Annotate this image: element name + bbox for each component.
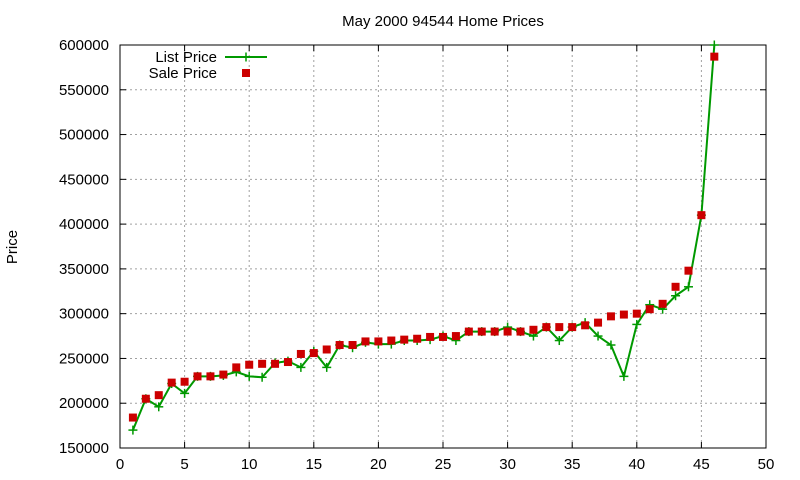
- x-tick-label: 0: [116, 456, 124, 473]
- sale-price-point: [529, 325, 538, 334]
- y-tick-label: 300000: [59, 306, 109, 323]
- sale-price-point: [387, 336, 396, 345]
- list-price-point: [683, 282, 693, 292]
- x-tick-label: 35: [564, 456, 581, 473]
- list-price-point: [257, 372, 267, 382]
- list-price-point: [554, 336, 564, 346]
- y-tick-label: 500000: [59, 127, 109, 144]
- list-price-point: [180, 388, 190, 398]
- sale-price-point: [283, 358, 292, 367]
- sale-price-point: [503, 327, 512, 336]
- sale-price-point: [180, 377, 189, 386]
- sale-price-point: [348, 341, 357, 350]
- sale-price-point: [400, 335, 409, 344]
- list-price-point: [322, 362, 332, 372]
- y-tick-label: 600000: [59, 37, 109, 54]
- sale-price-point: [671, 282, 680, 291]
- sale-price-point: [619, 310, 628, 319]
- sale-price-point: [555, 323, 564, 332]
- y-tick-label: 450000: [59, 171, 109, 188]
- sale-price-point: [645, 305, 654, 314]
- list-price-line: [131, 44, 716, 431]
- sale-price-point: [606, 312, 615, 321]
- legend-label: Sale Price: [149, 65, 217, 82]
- sale-price-point: [426, 332, 435, 341]
- sale-price-point: [309, 349, 318, 358]
- x-tick-label: 20: [370, 456, 387, 473]
- sale-price-point: [632, 309, 641, 318]
- legend-plus-marker: [241, 52, 251, 62]
- series-layer: [128, 40, 719, 435]
- sale-price-point: [206, 372, 215, 381]
- ticks: 0 5 10 15 20 25 30 35 40 45 50 150000 200000 250000 30…: [59, 37, 774, 473]
- sale-price-point: [154, 391, 163, 400]
- sale-price-point: [219, 370, 228, 379]
- plot-frame: [119, 44, 767, 449]
- list-price-point: [671, 291, 681, 301]
- sale-price-point: [658, 299, 667, 308]
- sale-price-point: [697, 211, 706, 220]
- x-tick-label: 40: [628, 456, 645, 473]
- list-price-point: [619, 371, 629, 381]
- sale-price-point: [193, 372, 202, 381]
- legend-square-marker: [242, 69, 250, 77]
- sale-price-point: [542, 323, 551, 332]
- x-tick-label: 25: [435, 456, 452, 473]
- list-price-point: [709, 40, 719, 50]
- x-tick-label: 30: [499, 456, 516, 473]
- y-axis-label: Price: [4, 230, 21, 264]
- sale-price-point: [477, 327, 486, 336]
- sale-price-point: [413, 334, 422, 343]
- x-tick-label: 5: [180, 456, 188, 473]
- sale-price-point: [464, 327, 473, 336]
- sale-price-point: [581, 321, 590, 330]
- y-tick-label: 250000: [59, 350, 109, 367]
- sale-price-point: [296, 349, 305, 358]
- legend-label: List Price: [155, 49, 217, 66]
- sale-price-point: [594, 318, 603, 327]
- sale-price-point: [374, 337, 383, 346]
- sale-price-point: [322, 345, 331, 354]
- list-price-point: [128, 425, 138, 435]
- sale-price-point: [128, 413, 137, 422]
- sale-price-point: [167, 378, 176, 387]
- sale-price-point: [232, 363, 241, 372]
- sale-price-point: [568, 323, 577, 332]
- y-tick-label: 350000: [59, 261, 109, 278]
- sale-price-point: [451, 332, 460, 341]
- sale-price-point: [335, 341, 344, 350]
- list-price-point: [154, 402, 164, 412]
- series-1: [128, 52, 719, 422]
- list-price-point: [593, 331, 603, 341]
- sale-price-point: [245, 360, 254, 369]
- chart-title: May 2000 94544 Home Prices: [342, 13, 544, 30]
- sale-price-point: [490, 327, 499, 336]
- sale-price-point: [684, 266, 693, 275]
- x-tick-label: 45: [693, 456, 710, 473]
- y-tick-label: 150000: [59, 440, 109, 457]
- sale-price-point: [516, 327, 525, 336]
- list-price-point: [606, 340, 616, 350]
- sale-price-point: [710, 52, 719, 61]
- sale-price-point: [439, 332, 447, 341]
- x-tick-label: 10: [241, 456, 258, 473]
- y-tick-label: 400000: [59, 216, 109, 233]
- x-tick-label: 50: [758, 456, 775, 473]
- y-tick-label: 200000: [59, 395, 109, 412]
- list-price-point: [244, 371, 254, 381]
- sale-price-point: [141, 394, 150, 403]
- list-price-point: [632, 319, 642, 329]
- x-tick-label: 15: [305, 456, 322, 473]
- sale-price-point: [258, 359, 267, 368]
- sale-price-point: [271, 359, 280, 368]
- sale-price-point: [361, 337, 370, 346]
- list-price-point: [296, 362, 306, 372]
- y-tick-label: 550000: [59, 82, 109, 99]
